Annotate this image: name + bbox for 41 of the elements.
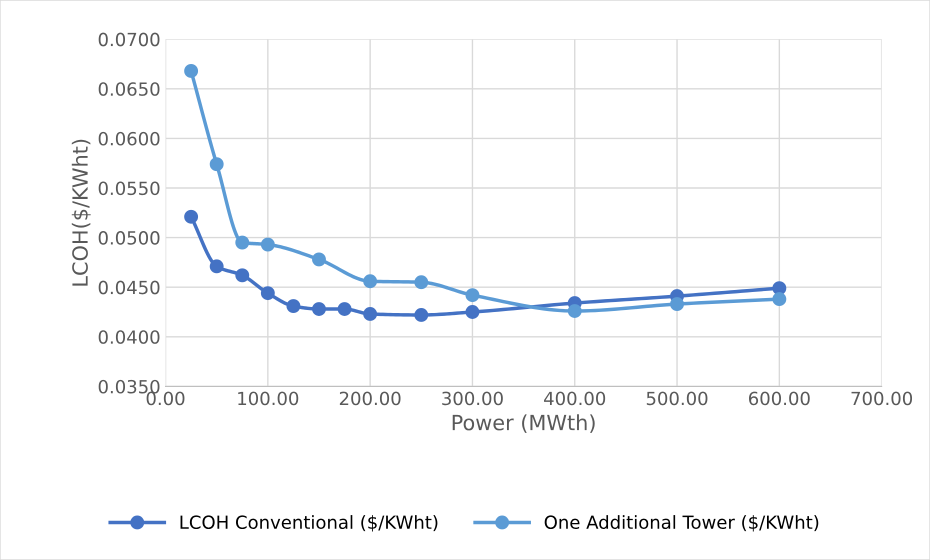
point xyxy=(338,302,352,316)
point xyxy=(363,307,378,321)
y-tick-label: 0.0600 xyxy=(98,132,160,146)
point xyxy=(414,275,428,290)
x-tick-label: 100.00 xyxy=(238,392,298,406)
y-tick-label: 0.0700 xyxy=(98,32,160,46)
y-tick-label: 0.0500 xyxy=(98,231,160,245)
x-axis-title: Power (MWth) xyxy=(452,414,595,433)
point xyxy=(286,299,300,313)
point xyxy=(772,292,786,306)
y-tick-label: 0.0550 xyxy=(98,181,160,196)
x-tick-label: 600.00 xyxy=(749,392,810,406)
point xyxy=(312,302,326,316)
point xyxy=(414,308,428,322)
x-tick-label: 200.00 xyxy=(340,392,401,406)
point xyxy=(184,64,198,78)
y-tick-label: 0.0650 xyxy=(98,82,160,96)
point xyxy=(210,259,224,274)
point xyxy=(465,305,480,319)
point xyxy=(312,252,326,266)
point xyxy=(184,210,198,224)
point xyxy=(235,268,250,282)
point xyxy=(260,238,275,252)
y-tick-label: 0.0450 xyxy=(98,280,160,294)
y-axis-title: LCOH($/KWht) xyxy=(72,140,91,286)
x-tick-label: 700.00 xyxy=(852,392,912,406)
point xyxy=(260,286,275,300)
point xyxy=(363,274,378,288)
x-tick-label: 500.00 xyxy=(646,392,708,406)
legend-label: LCOH Conventional ($/KWht) xyxy=(180,515,438,532)
point xyxy=(568,304,582,318)
point xyxy=(235,236,250,250)
legend-label: One Additional Tower ($/KWht) xyxy=(544,515,818,532)
y-tick-label: 0.0350 xyxy=(98,380,160,394)
point xyxy=(465,288,480,302)
x-tick-label: 400.00 xyxy=(544,392,606,406)
point xyxy=(670,297,684,312)
point xyxy=(210,157,224,172)
y-tick-label: 0.0400 xyxy=(98,330,160,344)
x-tick-label: 0.00 xyxy=(146,392,184,406)
x-tick-label: 300.00 xyxy=(442,392,503,406)
